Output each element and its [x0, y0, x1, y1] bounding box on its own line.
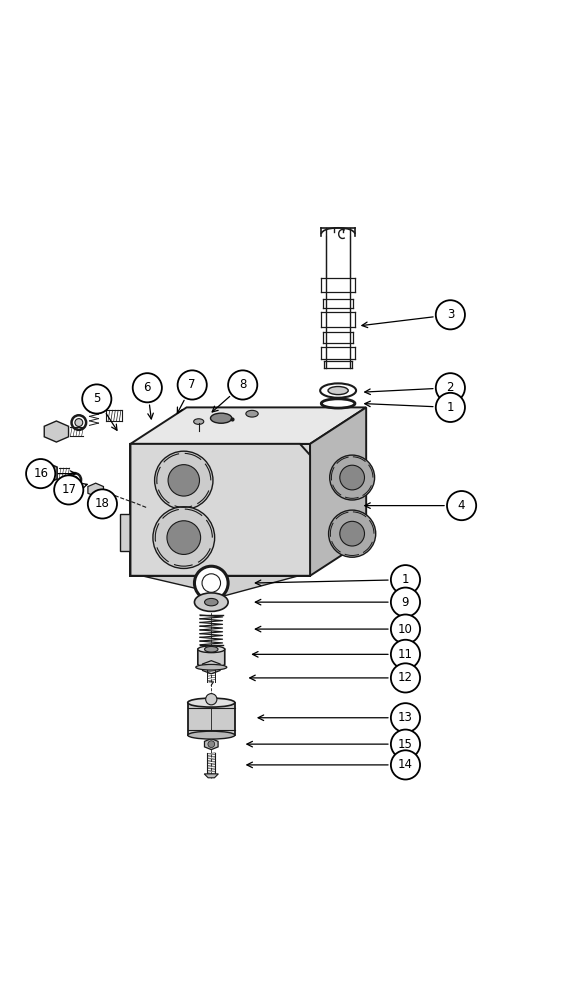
Circle shape	[82, 384, 111, 414]
Text: 9: 9	[402, 596, 409, 609]
Ellipse shape	[205, 646, 218, 652]
Text: 16: 16	[33, 467, 48, 480]
Circle shape	[391, 565, 420, 594]
Text: 5: 5	[93, 392, 100, 405]
Polygon shape	[205, 739, 218, 750]
Circle shape	[340, 521, 364, 546]
Circle shape	[88, 489, 117, 519]
Circle shape	[391, 614, 420, 644]
Ellipse shape	[68, 473, 81, 487]
Text: 4: 4	[458, 499, 465, 512]
Circle shape	[208, 741, 215, 747]
Text: 18: 18	[95, 497, 110, 510]
Polygon shape	[142, 576, 299, 595]
Polygon shape	[198, 649, 225, 667]
Circle shape	[330, 455, 374, 500]
Polygon shape	[130, 444, 310, 576]
Ellipse shape	[205, 598, 218, 606]
Polygon shape	[130, 444, 310, 576]
Circle shape	[206, 694, 217, 705]
Ellipse shape	[193, 419, 204, 424]
Circle shape	[329, 510, 376, 557]
Ellipse shape	[195, 593, 228, 611]
Circle shape	[54, 475, 83, 504]
Circle shape	[167, 521, 201, 554]
Text: 6: 6	[144, 381, 151, 394]
Circle shape	[168, 465, 200, 496]
Circle shape	[436, 373, 465, 402]
Polygon shape	[44, 421, 69, 442]
Ellipse shape	[72, 415, 86, 430]
Polygon shape	[202, 661, 220, 674]
Text: 2: 2	[447, 381, 454, 394]
Text: 10: 10	[398, 623, 413, 636]
Circle shape	[202, 574, 221, 592]
Polygon shape	[310, 407, 366, 576]
Polygon shape	[130, 407, 366, 444]
Ellipse shape	[210, 413, 232, 423]
Circle shape	[447, 491, 476, 520]
Ellipse shape	[246, 410, 258, 417]
Polygon shape	[88, 483, 103, 497]
Polygon shape	[188, 703, 235, 735]
Circle shape	[436, 393, 465, 422]
Circle shape	[391, 663, 420, 692]
Circle shape	[391, 750, 420, 779]
Ellipse shape	[328, 387, 348, 395]
Ellipse shape	[70, 476, 78, 483]
Circle shape	[391, 640, 420, 669]
Circle shape	[155, 451, 213, 510]
Text: 1: 1	[402, 573, 409, 586]
Ellipse shape	[75, 419, 83, 426]
Text: 14: 14	[398, 758, 413, 771]
Circle shape	[195, 566, 228, 600]
Ellipse shape	[198, 646, 225, 653]
Text: 7: 7	[188, 378, 196, 391]
Text: 17: 17	[61, 483, 76, 496]
Circle shape	[391, 703, 420, 732]
Circle shape	[391, 730, 420, 759]
Text: 11: 11	[398, 648, 413, 661]
Text: 15: 15	[398, 738, 413, 751]
Circle shape	[391, 588, 420, 617]
Text: 8: 8	[239, 378, 246, 391]
Circle shape	[178, 370, 207, 400]
Text: 3: 3	[447, 308, 454, 321]
Polygon shape	[120, 514, 130, 551]
Polygon shape	[30, 461, 57, 485]
Ellipse shape	[188, 698, 235, 707]
Ellipse shape	[321, 399, 355, 408]
Circle shape	[26, 459, 55, 488]
Text: 1: 1	[447, 401, 454, 414]
Circle shape	[153, 507, 215, 568]
Text: 12: 12	[398, 671, 413, 684]
Circle shape	[340, 465, 364, 490]
Polygon shape	[204, 774, 218, 778]
Ellipse shape	[196, 664, 227, 670]
Ellipse shape	[320, 383, 356, 398]
Circle shape	[133, 373, 162, 402]
Text: 13: 13	[398, 711, 413, 724]
Circle shape	[228, 370, 257, 400]
Circle shape	[436, 300, 465, 329]
Ellipse shape	[188, 731, 235, 739]
